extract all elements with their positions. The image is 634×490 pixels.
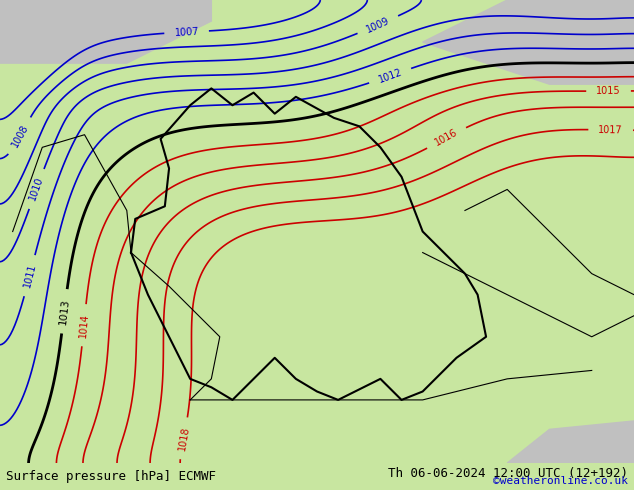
Text: 1007: 1007 xyxy=(174,26,199,38)
Text: 1014: 1014 xyxy=(78,313,90,338)
Text: Surface pressure [hPa] ECMWF: Surface pressure [hPa] ECMWF xyxy=(6,470,216,483)
Text: 1018: 1018 xyxy=(177,425,191,451)
Text: 1016: 1016 xyxy=(434,127,460,148)
Text: 1015: 1015 xyxy=(596,86,621,96)
Text: 1008: 1008 xyxy=(10,123,30,149)
Text: 1012: 1012 xyxy=(377,67,403,85)
Text: 1017: 1017 xyxy=(598,125,623,135)
Text: ©weatheronline.co.uk: ©weatheronline.co.uk xyxy=(493,476,628,486)
Text: 1010: 1010 xyxy=(28,176,45,202)
Polygon shape xyxy=(0,0,211,63)
Polygon shape xyxy=(507,421,634,463)
Text: 1013: 1013 xyxy=(58,297,71,325)
Polygon shape xyxy=(423,0,634,84)
Text: 1011: 1011 xyxy=(22,263,37,289)
Text: Th 06-06-2024 12:00 UTC (12+192): Th 06-06-2024 12:00 UTC (12+192) xyxy=(387,467,628,480)
Text: 1009: 1009 xyxy=(365,15,391,34)
